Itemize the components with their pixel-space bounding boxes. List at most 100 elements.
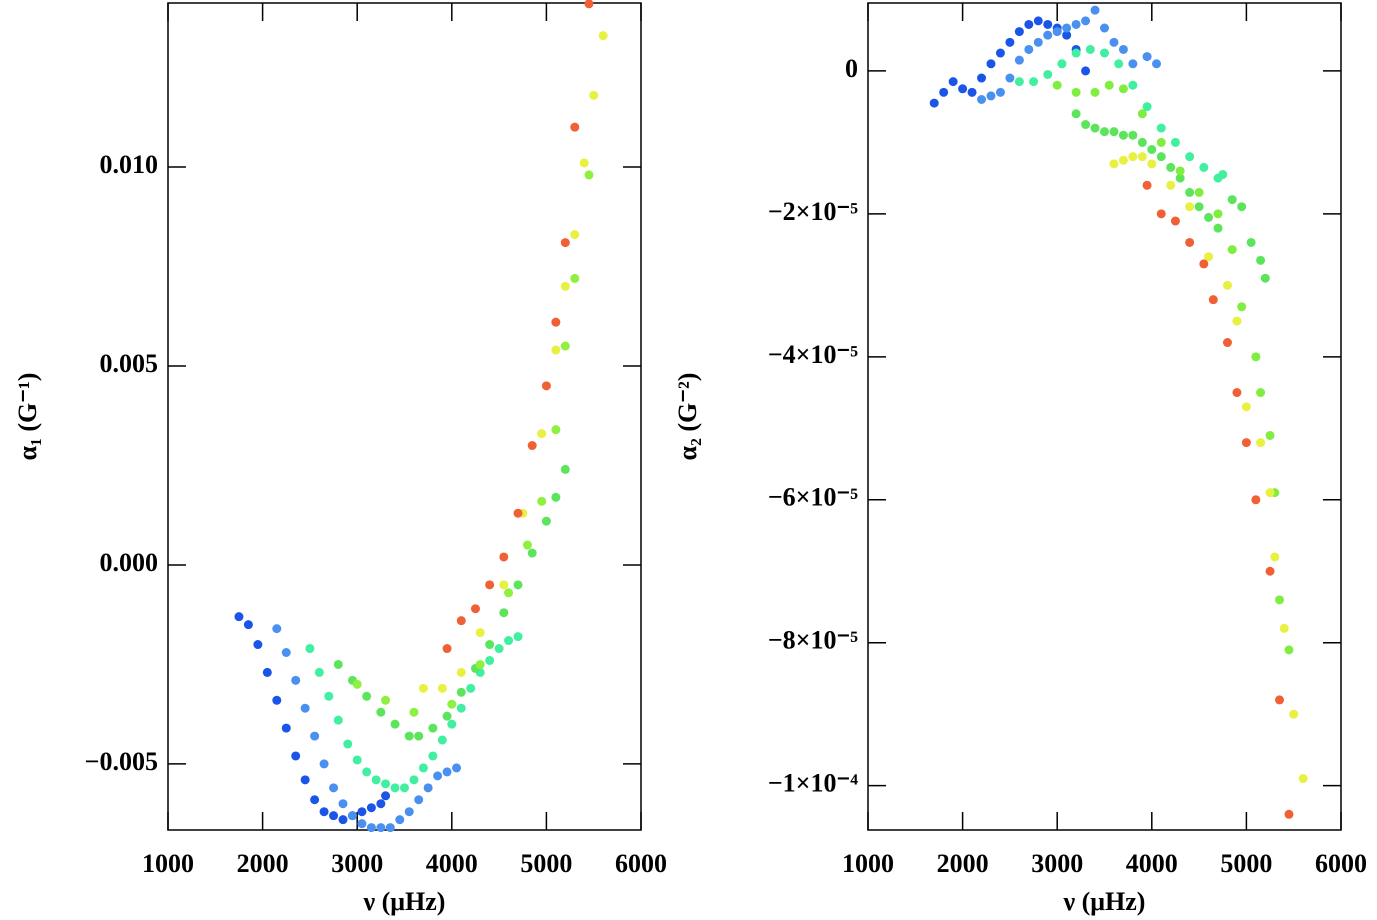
data-point	[1090, 87, 1100, 97]
data-point	[1142, 180, 1152, 190]
data-point	[1147, 159, 1157, 169]
data-point	[291, 675, 301, 685]
data-point	[376, 799, 386, 809]
data-point	[466, 683, 476, 693]
data-point	[1109, 127, 1119, 137]
data-point	[584, 0, 594, 9]
data-point	[381, 779, 391, 789]
data-point	[485, 640, 495, 650]
data-point	[390, 783, 400, 793]
data-point	[376, 707, 386, 717]
data-point	[475, 628, 485, 638]
data-point	[1014, 77, 1024, 87]
data-point	[1275, 595, 1285, 605]
data-point	[281, 723, 291, 733]
data-point	[579, 158, 589, 168]
data-point	[1128, 152, 1138, 162]
data-point	[376, 823, 386, 833]
data-point	[333, 715, 343, 725]
data-point	[1204, 252, 1214, 262]
plot-frame	[167, 2, 642, 831]
data-point	[527, 548, 537, 558]
data-point	[1194, 187, 1204, 197]
data-point	[329, 783, 339, 793]
data-point	[291, 751, 301, 761]
data-point	[371, 775, 381, 785]
data-point	[1142, 102, 1152, 112]
data-point	[1260, 273, 1270, 283]
x-tick-label: 1000	[842, 849, 894, 878]
data-point	[1043, 19, 1053, 29]
data-point	[395, 815, 405, 825]
data-point	[428, 751, 438, 761]
data-point	[1166, 162, 1176, 172]
data-point	[1024, 19, 1034, 29]
data-point	[1232, 388, 1242, 398]
y-tick-label: 0.005	[100, 349, 159, 378]
data-point	[1128, 130, 1138, 140]
data-point	[362, 767, 372, 777]
data-point	[939, 87, 949, 97]
data-point	[1227, 245, 1237, 255]
data-point	[418, 683, 428, 693]
data-point	[404, 731, 414, 741]
data-point	[1284, 809, 1294, 819]
data-point	[456, 703, 466, 713]
data-point	[1081, 66, 1091, 76]
data-point	[1199, 259, 1209, 269]
data-point	[1071, 87, 1081, 97]
data-point	[1218, 170, 1228, 180]
data-point	[1166, 180, 1176, 190]
x-tick-label: 6000	[1315, 849, 1367, 878]
data-point	[1128, 59, 1138, 69]
data-point	[475, 659, 485, 669]
data-point	[1109, 159, 1119, 169]
data-point	[537, 429, 547, 439]
data-point	[1014, 55, 1024, 65]
data-point	[494, 644, 504, 654]
data-point	[456, 616, 466, 626]
data-point	[499, 608, 509, 618]
data-point	[537, 496, 547, 506]
data-point	[366, 823, 376, 833]
data-point	[1156, 123, 1166, 133]
data-point	[1100, 48, 1109, 58]
data-point	[1085, 44, 1095, 54]
x-tick-label: 1000	[142, 849, 194, 878]
data-point	[1118, 84, 1128, 94]
data-point	[551, 492, 561, 502]
data-point	[319, 807, 329, 817]
data-point	[347, 811, 357, 821]
data-point	[1033, 16, 1043, 26]
data-point	[442, 711, 452, 721]
data-point	[262, 667, 272, 677]
data-point	[1052, 27, 1062, 37]
data-point	[485, 655, 495, 665]
data-point	[551, 425, 561, 435]
data-point	[1270, 552, 1280, 562]
data-point	[977, 73, 987, 83]
data-point	[319, 759, 329, 769]
data-point	[522, 540, 532, 550]
data-point	[1237, 202, 1247, 212]
data-point	[357, 819, 367, 829]
data-point	[1265, 430, 1275, 440]
data-point	[513, 580, 523, 590]
data-point	[300, 775, 310, 785]
data-point	[1185, 152, 1195, 162]
data-point	[437, 735, 447, 745]
y-tick-label: −8×10⁻⁵	[768, 626, 858, 655]
data-point	[1128, 80, 1138, 90]
data-point	[1114, 59, 1124, 69]
data-point	[1289, 709, 1299, 719]
x-axis-label: ν (μHz)	[1063, 887, 1146, 916]
data-point	[385, 823, 395, 833]
data-point	[1256, 255, 1266, 265]
data-point	[1118, 130, 1128, 140]
data-point	[1284, 645, 1294, 655]
data-point	[1071, 109, 1081, 119]
data-point	[1043, 69, 1053, 79]
data-point	[995, 87, 1005, 97]
y-tick-label: −6×10⁻⁵	[768, 483, 858, 512]
data-point	[1100, 23, 1109, 33]
